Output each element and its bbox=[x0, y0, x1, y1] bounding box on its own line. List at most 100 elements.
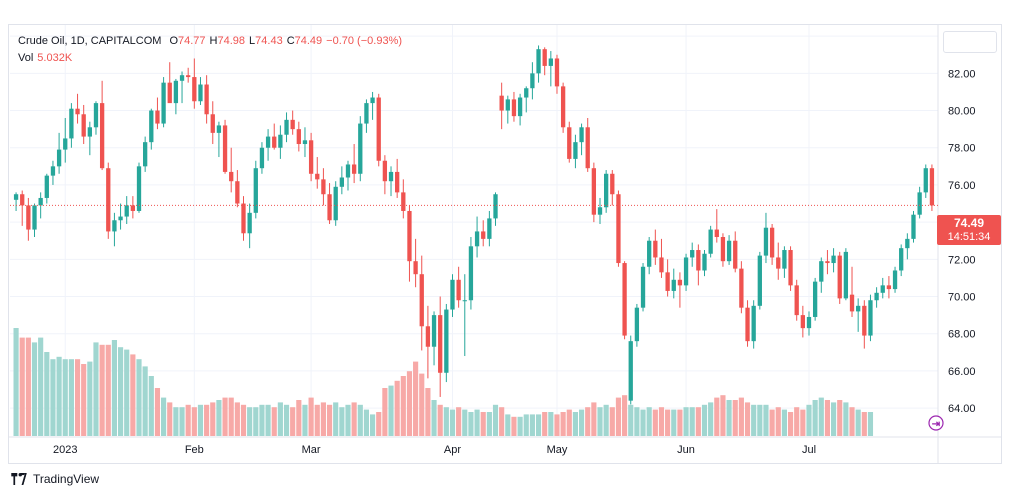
volume-bar bbox=[253, 407, 259, 436]
candle-body bbox=[290, 119, 295, 130]
volume-bar bbox=[468, 412, 474, 436]
candle bbox=[843, 248, 849, 301]
candle-body bbox=[265, 136, 271, 148]
candle-body bbox=[431, 315, 437, 347]
time-axis[interactable]: 2023 Feb Mar Apr May Jun Jul bbox=[53, 444, 816, 456]
candle bbox=[622, 261, 627, 340]
volume-bar bbox=[419, 373, 425, 436]
volume-bar bbox=[400, 376, 406, 436]
volume-bar bbox=[781, 409, 787, 436]
volume-legend[interactable]: Vol 5.032K bbox=[18, 52, 76, 64]
volume-bar bbox=[812, 400, 818, 436]
candle-body bbox=[653, 240, 658, 258]
candle bbox=[308, 132, 314, 182]
candle bbox=[517, 93, 523, 126]
volume-bar bbox=[56, 356, 62, 436]
candle-body bbox=[63, 138, 68, 150]
candle-body bbox=[345, 164, 351, 178]
candle-body bbox=[610, 173, 615, 195]
volume-bar bbox=[849, 407, 855, 436]
scroll-to-end-icon[interactable]: ⇥ bbox=[928, 415, 944, 431]
candle bbox=[136, 162, 142, 213]
currency-box[interactable] bbox=[943, 31, 997, 53]
volume-bar bbox=[622, 395, 628, 436]
candle bbox=[702, 250, 707, 277]
candle bbox=[235, 170, 240, 208]
candle bbox=[259, 142, 265, 174]
candle-body bbox=[714, 229, 719, 238]
candle-body bbox=[161, 82, 166, 124]
candle bbox=[198, 77, 203, 105]
candle-body bbox=[499, 95, 504, 111]
candle bbox=[911, 210, 916, 243]
symbol-title[interactable]: Crude Oil, 1D, CAPITALCOM bbox=[18, 35, 162, 47]
volume-bar bbox=[572, 412, 579, 436]
candle bbox=[44, 173, 49, 204]
volume-bar bbox=[339, 407, 345, 436]
candle bbox=[788, 246, 793, 291]
candle bbox=[659, 238, 664, 278]
candle bbox=[173, 78, 179, 115]
volume-bar bbox=[437, 404, 443, 436]
candle bbox=[567, 121, 572, 163]
candle bbox=[573, 134, 578, 169]
candle-body bbox=[505, 99, 510, 111]
volume-bar bbox=[167, 402, 173, 436]
candle bbox=[880, 277, 885, 299]
candle bbox=[229, 147, 234, 193]
low-value: 74.43 bbox=[255, 35, 283, 47]
candle-body bbox=[628, 341, 633, 401]
candle bbox=[604, 170, 609, 213]
volume-bar bbox=[142, 366, 148, 436]
candle bbox=[530, 62, 535, 100]
candle bbox=[216, 121, 222, 158]
candle-body bbox=[468, 246, 474, 301]
volume-bar bbox=[111, 340, 118, 436]
candle-body bbox=[524, 88, 529, 98]
candle-body bbox=[708, 229, 713, 254]
x-tick-label: Mar bbox=[302, 444, 321, 456]
candle bbox=[161, 77, 166, 128]
candle-body bbox=[143, 142, 148, 167]
high-value: 74.98 bbox=[217, 35, 246, 47]
footer-brand[interactable]: TradingView bbox=[10, 472, 99, 486]
y-tick-label: 76.00 bbox=[948, 180, 976, 192]
volume-bar bbox=[800, 409, 806, 436]
volume-bar bbox=[652, 409, 658, 436]
candle bbox=[720, 233, 726, 267]
brand-name: TradingView bbox=[33, 472, 100, 486]
candle-body bbox=[462, 300, 467, 302]
candle-body bbox=[112, 220, 117, 232]
volume-bar bbox=[486, 412, 492, 436]
candle bbox=[456, 266, 461, 308]
candle-body bbox=[911, 214, 916, 239]
candle bbox=[640, 263, 646, 312]
candle-body bbox=[843, 251, 849, 299]
candle-body bbox=[757, 255, 762, 306]
candle-body bbox=[333, 186, 338, 221]
volume-bar bbox=[333, 402, 339, 436]
candle-body bbox=[905, 238, 910, 249]
candle-body bbox=[124, 205, 129, 217]
candle-body bbox=[493, 194, 498, 219]
y-tick-label: 78.00 bbox=[948, 143, 976, 155]
candle-body bbox=[474, 231, 480, 247]
candle bbox=[210, 101, 215, 145]
volume-bar bbox=[505, 414, 511, 436]
volume-bar bbox=[535, 414, 542, 436]
candle-body bbox=[659, 257, 664, 273]
candle bbox=[923, 164, 928, 198]
symbol-legend[interactable]: Crude Oil, 1D, CAPITALCOM O74.77 H74.98 L74… bbox=[18, 35, 406, 47]
volume-bar bbox=[628, 404, 634, 436]
volume-value: 5.032K bbox=[37, 52, 73, 64]
candle bbox=[493, 192, 498, 226]
candle bbox=[800, 305, 805, 338]
candle bbox=[690, 242, 695, 267]
candle-body bbox=[690, 250, 695, 258]
volume-bar bbox=[683, 407, 689, 436]
candle bbox=[204, 75, 209, 124]
volume-bar bbox=[671, 409, 677, 436]
candle-body bbox=[677, 279, 683, 286]
candle bbox=[929, 164, 935, 211]
